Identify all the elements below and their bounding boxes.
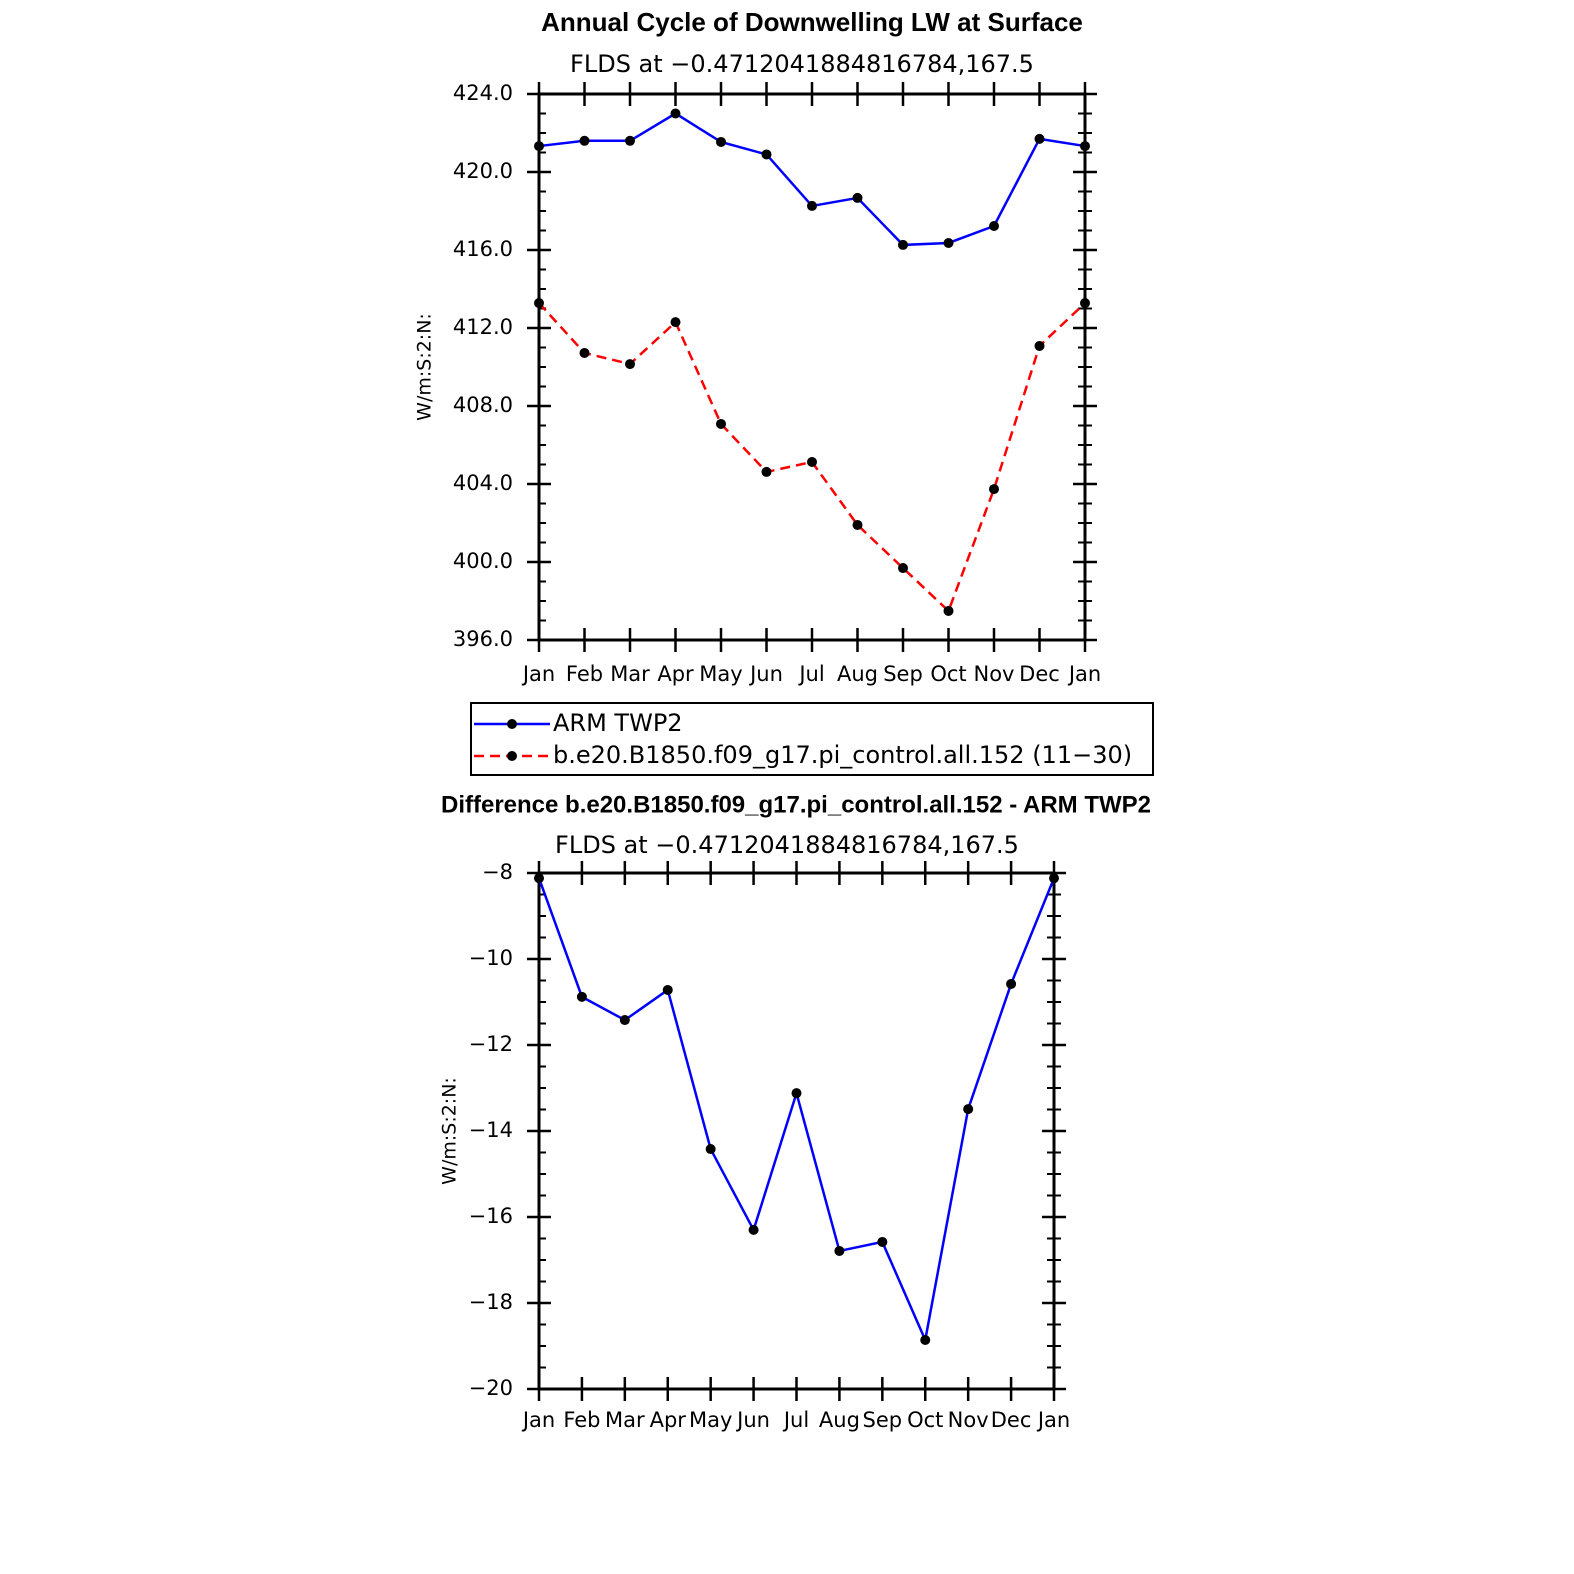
- x-tick-label: Jun: [735, 1408, 770, 1432]
- x-tick-label: Mar: [605, 1408, 645, 1432]
- x-tick-label: Dec: [991, 1408, 1032, 1432]
- data-point: [1080, 141, 1090, 152]
- y-axis-label: W/m:S:2:N:: [439, 1077, 461, 1185]
- x-tick-label: Jul: [782, 1408, 809, 1432]
- x-tick-label: Jan: [1067, 662, 1101, 686]
- chart-subtitle: FLDS at −0.4712041884816784,167.5: [570, 50, 1034, 78]
- data-point: [534, 298, 544, 309]
- x-tick-label: Apr: [657, 662, 694, 686]
- data-point: [579, 347, 590, 358]
- x-tick-label: May: [699, 662, 742, 686]
- y-tick-label: −14: [469, 1118, 513, 1142]
- data-point: [963, 1104, 974, 1115]
- data-point: [852, 519, 863, 530]
- x-tick-label: Oct: [930, 662, 966, 686]
- x-tick-label: May: [689, 1408, 732, 1432]
- data-point: [1034, 340, 1045, 351]
- x-tick-label: Feb: [566, 662, 603, 686]
- y-tick-label: 408.0: [453, 393, 513, 417]
- data-point: [748, 1224, 759, 1235]
- y-tick-label: 400.0: [453, 549, 513, 573]
- data-point: [898, 239, 908, 250]
- data-point: [898, 563, 908, 574]
- data-point: [761, 149, 772, 160]
- x-tick-label: Aug: [819, 1408, 860, 1432]
- data-point: [943, 237, 954, 248]
- legend-label: b.e20.B1850.f09_g17.pi_control.all.152 (…: [553, 741, 1132, 769]
- x-tick-label: Jan: [1036, 1408, 1070, 1432]
- x-tick-label: Oct: [907, 1408, 943, 1432]
- series-line: [537, 877, 1056, 1345]
- series-line: [538, 112, 1086, 247]
- data-point: [619, 1015, 630, 1026]
- data-point: [705, 1144, 716, 1155]
- data-point: [989, 221, 999, 232]
- legend-box: [470, 702, 1154, 776]
- data-point: [1080, 298, 1090, 309]
- data-point: [670, 108, 681, 119]
- data-point: [1049, 873, 1059, 884]
- data-point: [807, 456, 817, 467]
- data-point: [716, 418, 726, 429]
- y-tick-label: −12: [469, 1032, 513, 1056]
- y-tick-label: −18: [469, 1290, 513, 1314]
- data-point: [1006, 978, 1017, 989]
- chart-title: Difference b.e20.B1850.f09_g17.pi_contro…: [441, 791, 1151, 818]
- y-tick-label: 412.0: [453, 315, 513, 339]
- plot-frame: [537, 871, 1056, 1391]
- y-tick-label: −10: [469, 946, 513, 970]
- plot-frame: [537, 92, 1087, 642]
- chart-title: Annual Cycle of Downwelling LW at Surfac…: [541, 7, 1083, 37]
- data-point: [579, 135, 590, 146]
- legend-marker: [507, 751, 517, 761]
- x-tick-label: Aug: [837, 662, 878, 686]
- data-point: [576, 991, 587, 1002]
- y-axis-label: W/m:S:2:N:: [414, 313, 436, 421]
- data-point: [670, 317, 681, 328]
- y-tick-label: 404.0: [453, 471, 513, 495]
- data-point: [920, 1334, 931, 1345]
- x-tick-label: Jul: [797, 662, 824, 686]
- data-point: [716, 136, 726, 147]
- data-point: [1034, 133, 1045, 144]
- x-tick-label: Jan: [521, 662, 555, 686]
- x-tick-label: Dec: [1019, 662, 1060, 686]
- chart-subtitle: FLDS at −0.4712041884816784,167.5: [555, 831, 1019, 859]
- x-tick-label: Nov: [974, 662, 1015, 686]
- x-tick-label: Jun: [748, 662, 783, 686]
- data-point: [877, 1236, 888, 1247]
- y-tick-label: −16: [469, 1204, 513, 1228]
- data-point: [852, 192, 863, 203]
- data-point: [534, 873, 544, 884]
- x-tick-label: Sep: [863, 1408, 903, 1432]
- data-point: [625, 135, 635, 146]
- legend-label: ARM TWP2: [553, 709, 683, 737]
- x-tick-label: Feb: [563, 1408, 600, 1432]
- x-tick-label: Mar: [610, 662, 650, 686]
- x-tick-label: Nov: [948, 1408, 989, 1432]
- y-tick-label: −8: [482, 860, 513, 884]
- data-point: [791, 1088, 802, 1099]
- data-point: [834, 1245, 845, 1256]
- data-point: [943, 605, 954, 616]
- data-point: [807, 200, 817, 211]
- y-tick-label: 416.0: [453, 237, 513, 261]
- data-point: [761, 466, 772, 477]
- y-tick-label: −20: [469, 1376, 513, 1400]
- y-tick-label: 420.0: [453, 159, 513, 183]
- x-tick-label: Sep: [883, 662, 923, 686]
- data-point: [534, 141, 544, 152]
- data-point: [625, 359, 635, 370]
- x-tick-label: Apr: [650, 1408, 687, 1432]
- x-tick-label: Jan: [521, 1408, 555, 1432]
- y-tick-label: 396.0: [453, 627, 513, 651]
- data-point: [989, 484, 999, 495]
- data-point: [662, 984, 673, 995]
- y-tick-label: 424.0: [453, 81, 513, 105]
- legend-marker: [507, 719, 517, 729]
